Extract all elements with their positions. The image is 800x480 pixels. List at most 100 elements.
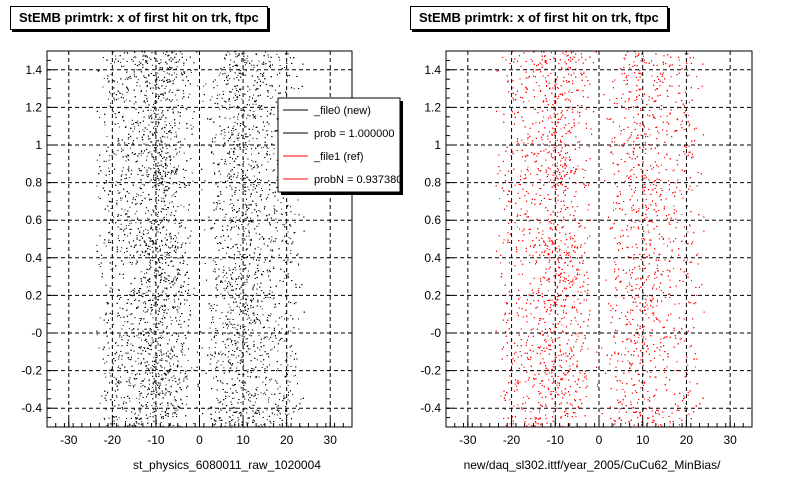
data-point — [257, 314, 258, 315]
data-point — [161, 156, 162, 157]
data-point — [267, 151, 269, 152]
data-point — [232, 134, 234, 136]
data-point — [116, 81, 118, 83]
data-point — [285, 295, 287, 297]
data-point — [99, 317, 101, 319]
data-point — [248, 329, 249, 331]
data-point — [179, 290, 180, 292]
data-point — [137, 251, 139, 252]
data-point — [178, 232, 180, 234]
data-point — [164, 121, 166, 123]
data-point — [121, 336, 123, 338]
data-point — [240, 178, 242, 180]
data-point — [229, 306, 231, 308]
data-point — [241, 211, 243, 213]
data-point — [220, 364, 222, 366]
data-point — [295, 283, 297, 285]
data-point — [215, 134, 217, 136]
data-point — [244, 284, 246, 286]
data-point — [170, 391, 172, 393]
data-point — [241, 356, 243, 358]
data-point — [138, 398, 140, 400]
data-point — [154, 414, 156, 416]
data-point — [174, 378, 176, 379]
data-point — [239, 313, 240, 315]
data-point — [235, 65, 237, 67]
data-point — [175, 237, 177, 239]
data-point — [119, 92, 120, 94]
data-point — [228, 172, 230, 174]
data-point — [106, 59, 108, 61]
data-point — [129, 242, 130, 244]
data-point — [156, 363, 158, 365]
data-point — [161, 292, 163, 294]
data-point — [118, 358, 120, 360]
data-point — [235, 407, 237, 409]
data-point — [253, 368, 255, 370]
data-point — [146, 174, 148, 176]
data-point — [273, 306, 275, 308]
data-point — [128, 425, 130, 427]
data-point — [127, 107, 129, 109]
data-point — [267, 56, 269, 58]
data-point — [113, 377, 115, 378]
data-point — [113, 277, 115, 278]
data-point — [163, 304, 165, 306]
data-point — [271, 393, 273, 395]
data-point — [287, 425, 289, 427]
data-point — [235, 95, 236, 96]
data-point — [115, 377, 117, 379]
data-point — [114, 399, 115, 401]
data-point — [237, 145, 239, 147]
data-point — [240, 402, 242, 403]
data-point — [246, 341, 248, 343]
data-point — [166, 240, 168, 241]
data-point — [282, 239, 284, 241]
data-point — [159, 67, 161, 68]
data-point — [224, 280, 226, 282]
data-point — [169, 247, 171, 249]
data-point — [169, 187, 170, 189]
data-point — [114, 416, 115, 418]
data-point — [164, 414, 166, 416]
data-point — [109, 92, 111, 94]
data-point — [180, 343, 182, 345]
data-point — [284, 413, 286, 415]
data-point — [160, 222, 161, 224]
data-point — [289, 238, 291, 240]
data-point — [155, 385, 157, 387]
data-point — [167, 390, 169, 392]
data-point — [298, 328, 300, 330]
data-point — [146, 233, 148, 235]
data-point — [144, 102, 146, 104]
data-point — [228, 333, 230, 335]
data-point — [273, 210, 275, 212]
data-point — [210, 413, 212, 415]
data-point — [290, 250, 292, 252]
data-point — [222, 271, 224, 273]
data-point — [128, 159, 130, 161]
data-point — [128, 257, 130, 259]
data-point — [245, 126, 247, 128]
data-point — [123, 277, 125, 279]
data-point — [109, 290, 111, 292]
data-point — [223, 100, 225, 102]
data-point — [173, 396, 175, 398]
data-point — [216, 94, 218, 96]
data-point — [158, 165, 160, 167]
data-point — [237, 234, 239, 236]
data-point — [216, 284, 218, 286]
data-point — [149, 413, 151, 415]
data-point — [297, 199, 299, 201]
data-point — [128, 168, 130, 170]
data-point — [192, 293, 194, 295]
data-point — [237, 116, 239, 118]
data-point — [153, 177, 155, 179]
data-point — [131, 170, 133, 172]
data-point — [295, 284, 297, 286]
data-point — [127, 235, 129, 237]
data-point — [238, 419, 240, 421]
data-point — [243, 110, 245, 112]
data-point — [253, 256, 255, 258]
data-point — [215, 327, 217, 329]
